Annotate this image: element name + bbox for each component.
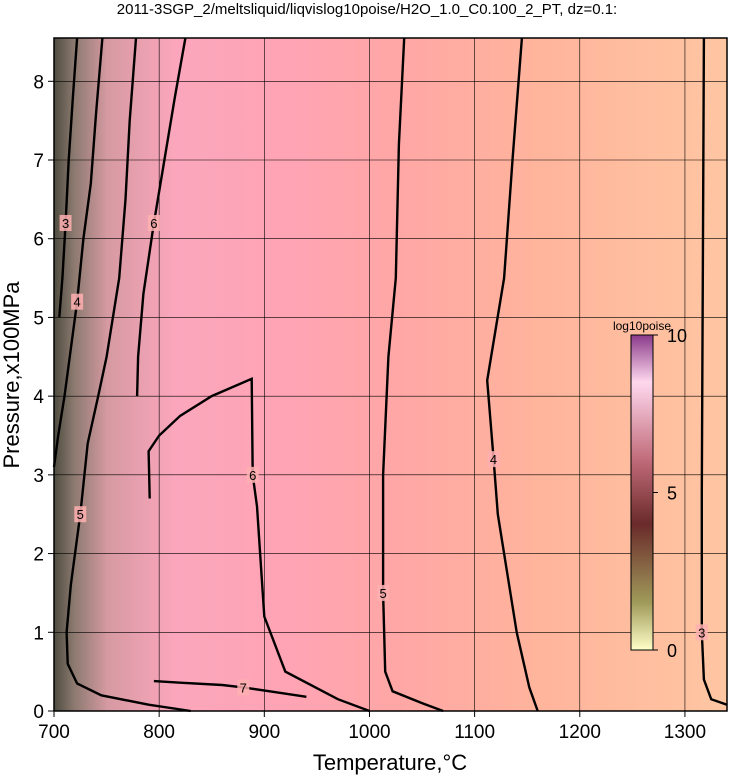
contour-line	[147, 376, 370, 713]
contour-label-bg	[59, 214, 72, 231]
contour-label: 5	[77, 507, 84, 522]
y-tick-label: 1	[33, 623, 44, 644]
y-tick-label: 7	[33, 151, 44, 172]
contour-label-bg	[71, 293, 84, 310]
colorbar-label: log10poise	[613, 319, 671, 333]
y-tick-label: 6	[33, 230, 44, 251]
contour-line	[58, 37, 79, 318]
x-tick-label: 900	[248, 722, 280, 743]
y-tick-label: 0	[33, 702, 44, 723]
plot-frame	[53, 37, 728, 712]
x-tick-label: 700	[38, 722, 70, 743]
contour-label-bg	[237, 679, 250, 696]
plot-layer: 3 4 5 6 7 5 4 6 3	[52, 37, 728, 713]
contour-label: 6	[150, 216, 157, 231]
contour-label: 3	[62, 216, 69, 231]
contour-label-bg	[74, 506, 87, 523]
y-tick-label: 4	[33, 387, 44, 408]
colorbar-tick-label: 10	[667, 326, 687, 346]
y-axis-label: Pressure,x100MPa	[0, 281, 24, 469]
contour-label: 4	[74, 295, 81, 310]
chart-title: 2011-3SGP_2/meltsliquid/liqvislog10poise…	[117, 1, 617, 18]
plot-area	[54, 38, 727, 711]
x-tick-label: 1000	[348, 722, 390, 743]
contour-label: 4	[490, 452, 497, 467]
x-axis-label: Temperature,°C	[313, 750, 467, 775]
colorbar	[630, 334, 654, 651]
contour-label-bg	[147, 214, 160, 231]
x-tick-label: 1100	[454, 722, 495, 743]
y-tick-label: 2	[33, 545, 44, 566]
colorbar-tick-label: 5	[667, 484, 677, 504]
contour-label: 3	[698, 625, 705, 640]
y-tick-label: 8	[33, 72, 44, 93]
contour-label-bg	[487, 451, 500, 468]
colorbar-tick-label: 0	[667, 641, 677, 661]
x-tick-label: 1300	[664, 722, 706, 743]
x-tick-label: 1200	[559, 722, 601, 743]
contour-label-bg	[695, 624, 708, 641]
contour-label-bg	[377, 584, 390, 601]
y-tick-label: 3	[33, 466, 44, 487]
y-tick-label: 5	[33, 308, 44, 329]
x-tick-label: 800	[143, 722, 175, 743]
contour-label: 7	[240, 680, 247, 695]
contour-label-bg	[246, 466, 259, 483]
contour-label: 6	[249, 468, 256, 483]
contour-line	[381, 37, 444, 713]
contour-label: 5	[380, 586, 387, 601]
contour-line	[153, 679, 307, 698]
